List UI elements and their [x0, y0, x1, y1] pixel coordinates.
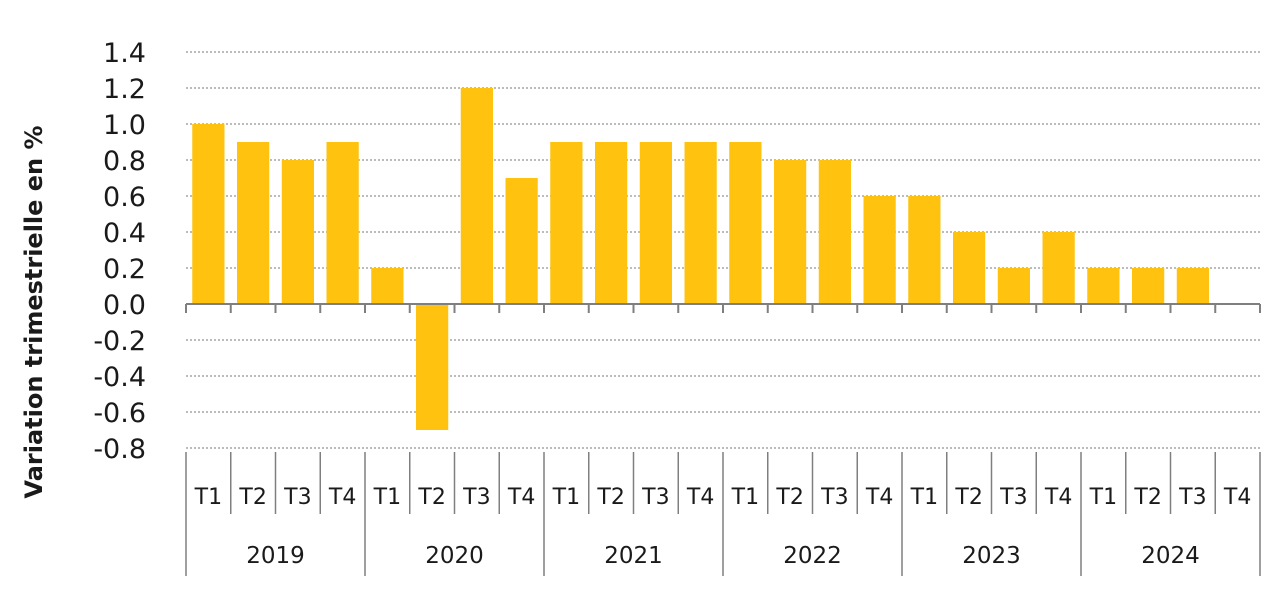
bar-2022-T2 [774, 160, 807, 304]
x-category-label: T3 [820, 485, 848, 510]
x-category-label: T3 [999, 485, 1027, 510]
y-tick-label: -0.2 [93, 326, 146, 357]
bar-2023-T1 [908, 196, 941, 304]
x-group-label: 2021 [604, 543, 663, 569]
y-tick-label: -0.4 [93, 362, 146, 393]
bar-2023-T3 [997, 268, 1030, 304]
gridlines [186, 51, 1260, 449]
bar-2024-T3 [1176, 268, 1209, 304]
bar-2019-T3 [281, 160, 314, 304]
x-category-label: T2 [596, 485, 624, 510]
x-group-label: 2020 [425, 543, 484, 569]
y-tick-label: -0.8 [93, 434, 146, 465]
y-tick-label: 0.8 [103, 146, 146, 177]
x-category-label: T4 [686, 485, 714, 510]
y-axis-title: Variation trimestrielle en % [20, 125, 48, 498]
x-category-label: T3 [1178, 485, 1206, 510]
bar-2021-T1 [550, 142, 583, 304]
x-group-label: 2022 [783, 543, 842, 569]
x-group-label: 2023 [962, 543, 1021, 569]
x-category-label: T4 [1223, 485, 1251, 510]
x-category-label: T1 [552, 485, 580, 510]
bar-2024-T2 [1132, 268, 1165, 304]
y-tick-label: 0.2 [103, 254, 146, 285]
x-category-label: T3 [283, 485, 311, 510]
bar-2019-T1 [192, 124, 225, 304]
y-tick-label: 1.0 [103, 110, 146, 141]
bar-2022-T1 [729, 142, 762, 304]
x-category-labels: T1 T2 T3 T4 T1 T2 T3 T4 T1 T2 T3 T4 T1 T2 T3 T4 T1 T2 T3 T4… [194, 485, 1252, 510]
bar-2021-T4 [684, 142, 717, 304]
bars [192, 88, 1209, 430]
x-category-label: T2 [1133, 485, 1161, 510]
x-category-label: T3 [462, 485, 490, 510]
x-group-label: 2019 [246, 543, 305, 569]
x-axis [185, 303, 1261, 576]
x-group-label: 2024 [1141, 543, 1200, 569]
x-category-label: T2 [238, 485, 266, 510]
x-category-label: T1 [373, 485, 401, 510]
x-category-label: T4 [1044, 485, 1072, 510]
bar-2024-T1 [1087, 268, 1120, 304]
bar-2019-T4 [326, 142, 359, 304]
x-category-label: T4 [328, 485, 356, 510]
x-category-label: T3 [641, 485, 669, 510]
bar-2021-T2 [595, 142, 628, 304]
y-tick-label: 1.4 [103, 38, 146, 69]
y-tick-label: -0.6 [93, 398, 146, 429]
bar-2019-T2 [237, 142, 270, 304]
bar-2021-T3 [639, 142, 672, 304]
x-category-label: T1 [1089, 485, 1117, 510]
bar-2023-T4 [1042, 232, 1075, 304]
x-category-label: T2 [417, 485, 445, 510]
y-tick-label: 0.0 [103, 290, 146, 321]
bar-2022-T4 [863, 196, 896, 304]
bar-2020-T1 [371, 268, 404, 304]
y-tick-label: 0.6 [103, 182, 146, 213]
x-group-labels: 2019 2020 2021 2022 2023 2024 [246, 543, 1200, 569]
x-category-label: T1 [731, 485, 759, 510]
x-category-label: T2 [775, 485, 803, 510]
bar-2023-T2 [953, 232, 986, 304]
x-category-label: T2 [954, 485, 982, 510]
x-category-label: T1 [194, 485, 222, 510]
y-tick-label: 0.4 [103, 218, 146, 249]
bar-2022-T3 [818, 160, 851, 304]
x-category-label: T4 [507, 485, 535, 510]
bar-2020-T3 [460, 88, 493, 304]
y-tick-label: 1.2 [103, 74, 146, 105]
bar-2020-T4 [505, 178, 538, 304]
y-tick-labels: -0.8 -0.6 -0.4 -0.2 0.0 0.2 0.4 0.6 0.8 1.0 1.2 1.4 [93, 38, 146, 465]
bar-2020-T2 [416, 304, 449, 430]
x-category-label: T1 [910, 485, 938, 510]
x-category-label: T4 [865, 485, 893, 510]
